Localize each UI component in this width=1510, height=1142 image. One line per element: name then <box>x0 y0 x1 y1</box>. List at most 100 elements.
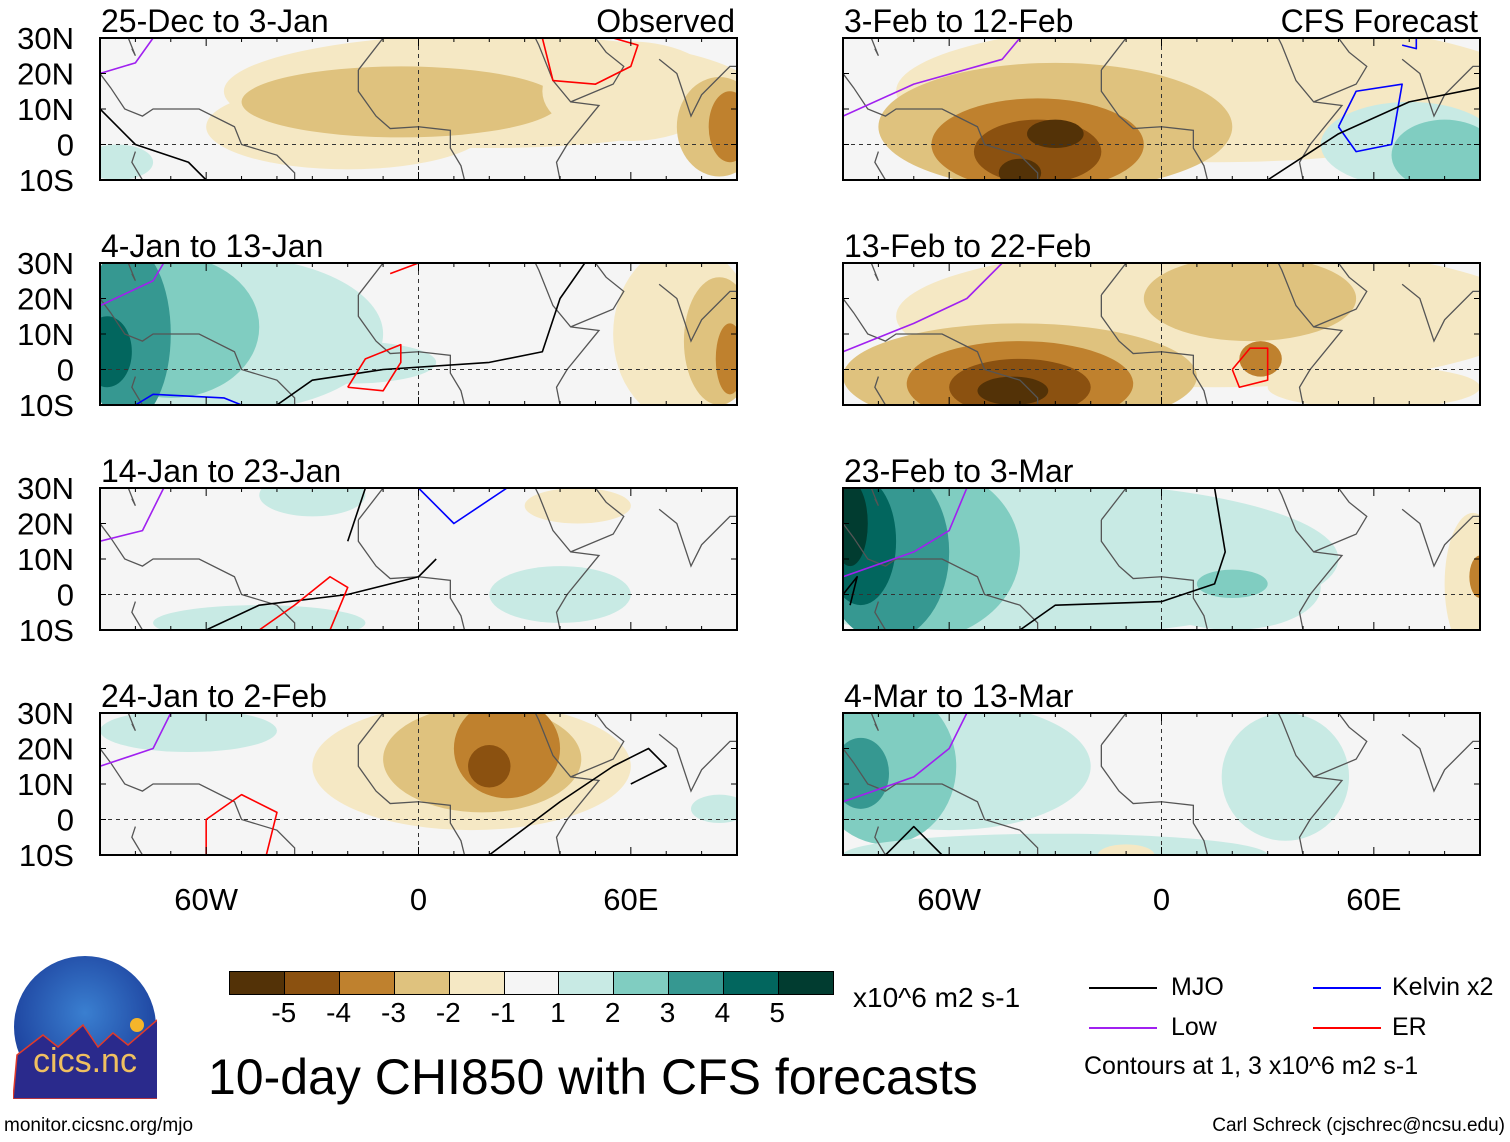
lat-label: 30N <box>17 696 74 731</box>
footer-credit: Carl Schreck (cjschrec@ncsu.edu) <box>1212 1115 1505 1136</box>
coastline <box>874 826 887 855</box>
map-panel: 3-Feb to 12-Feb CFS Forecast <box>842 3 1481 181</box>
colorbar-swatch <box>724 972 780 994</box>
coastline <box>843 748 1039 855</box>
coastline <box>874 376 887 405</box>
coastline <box>1100 263 1127 296</box>
anomaly-contour-fill <box>489 566 631 623</box>
low-contour <box>100 263 165 307</box>
footer-url[interactable]: monitor.cicsnc.org/mjo <box>4 1115 194 1136</box>
anomaly-contour-fill <box>100 144 154 180</box>
colorbar-swatch <box>504 972 560 994</box>
low-contour <box>100 488 165 543</box>
lat-label: 0 <box>57 803 74 838</box>
coastline <box>1313 488 1368 553</box>
anomaly-contour-fill <box>542 41 720 141</box>
colorbar-tick-label: -1 <box>490 997 516 1028</box>
logo-graphic: cics.nc <box>12 956 164 1100</box>
coastline <box>570 263 625 328</box>
coastline <box>534 263 601 405</box>
lat-label: 0 <box>57 353 74 388</box>
mjo-contour <box>276 263 586 405</box>
coastline <box>1401 733 1480 793</box>
panel-title: 3-Feb to 12-Feb <box>844 3 1073 39</box>
colorbar-swatch <box>284 972 340 994</box>
lat-label: 10N <box>17 317 74 352</box>
coastline <box>870 713 879 732</box>
coastline <box>357 38 384 71</box>
low-contour <box>843 488 968 578</box>
lon-label: 60E <box>603 882 658 917</box>
panel-title: 4-Jan to 13-Jan <box>101 228 323 264</box>
coastline <box>874 151 887 180</box>
anomaly-contour-fill <box>1221 713 1350 841</box>
lat-label: 30N <box>17 471 74 506</box>
legend-label-kelvin: Kelvin x2 <box>1392 973 1494 1001</box>
lat-label: 0 <box>57 578 74 613</box>
anomaly-contour-fill <box>998 158 1042 180</box>
svg-text:cics.nc: cics.nc <box>33 1042 137 1080</box>
coastline <box>658 733 737 793</box>
lon-label: 60E <box>1346 882 1401 917</box>
er-contour <box>389 263 419 275</box>
anomaly-contour-fill <box>1444 512 1480 630</box>
lat-label: 30N <box>17 21 74 56</box>
low-contour <box>843 263 1003 353</box>
anomaly-contour-fill <box>1027 119 1084 149</box>
coastline <box>874 601 887 630</box>
er-contour <box>205 793 278 855</box>
legend-line-kelvin <box>1313 987 1381 989</box>
colorbar-swatch <box>614 972 670 994</box>
coastline <box>870 38 879 57</box>
coastline <box>1313 263 1368 328</box>
forecast-label: CFS Forecast <box>1281 3 1478 39</box>
coastline <box>131 151 144 180</box>
coastline <box>1277 713 1344 855</box>
coastline <box>1100 38 1127 71</box>
anomaly-contour-fill <box>1391 119 1480 180</box>
colorbar <box>229 971 834 995</box>
anomaly-contour-fill <box>1469 555 1480 599</box>
mjo-contour <box>1019 488 1226 630</box>
colorbar-swatch <box>669 972 725 994</box>
colorbar-tick-label: 1 <box>550 997 566 1028</box>
lat-label: 10S <box>19 613 74 648</box>
observed-label: Observed <box>596 3 735 39</box>
lat-label: 20N <box>17 282 74 317</box>
colorbar-tick-label: 4 <box>714 997 731 1028</box>
coastline <box>843 523 1039 630</box>
coastline <box>534 713 601 855</box>
anomaly-contour-fill <box>259 341 437 384</box>
panel-background <box>100 488 737 630</box>
legend-line-er <box>1313 1027 1381 1029</box>
anomaly-contour-fill <box>1097 844 1155 855</box>
panel-title: 14-Jan to 23-Jan <box>101 453 341 489</box>
lat-label: 10S <box>19 838 74 873</box>
coastline <box>1100 488 1127 521</box>
coastline <box>1401 508 1480 568</box>
mjo-contour <box>100 108 207 180</box>
coastline <box>1313 38 1368 103</box>
coastline <box>357 263 384 296</box>
colorbar-tick-label: 5 <box>769 997 785 1028</box>
panel-title: 23-Feb to 3-Mar <box>844 453 1074 489</box>
colorbar-swatch <box>779 972 833 994</box>
lat-label: 10S <box>19 163 74 198</box>
anomaly-contour-fill <box>1239 341 1282 377</box>
panel-field <box>843 263 1480 405</box>
coastline <box>870 488 879 507</box>
mjo-contour <box>205 558 437 630</box>
low-contour <box>100 713 172 768</box>
coastline <box>1401 283 1480 343</box>
coastline <box>357 713 384 746</box>
panel-field <box>843 713 1480 855</box>
kelvin-contour <box>134 393 242 405</box>
coastline <box>357 488 384 521</box>
anomaly-contour-fill <box>524 488 631 524</box>
low-contour <box>843 38 1021 117</box>
panel-field <box>843 38 1480 180</box>
coastline <box>843 73 1039 180</box>
legend-label-er: ER <box>1392 1013 1427 1041</box>
coastline <box>843 298 1039 405</box>
coastline <box>127 263 136 282</box>
